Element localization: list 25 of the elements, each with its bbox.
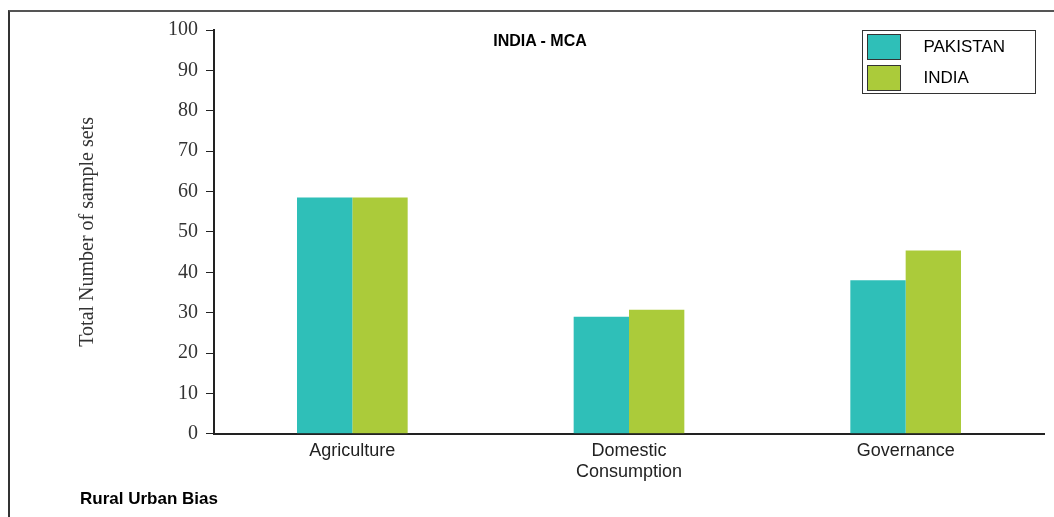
chart-title: INDIA - MCA [492, 32, 588, 50]
legend-label: INDIA [923, 67, 969, 88]
y-tick-label: 80 [178, 98, 198, 121]
y-tick-label: 40 [178, 259, 198, 282]
bar [573, 316, 629, 434]
x-tick-label: Governance [856, 439, 955, 460]
bar [352, 197, 408, 434]
bar [629, 309, 685, 434]
text: Rural Urban Bias [80, 489, 218, 509]
y-tick-label: 10 [178, 380, 198, 403]
y-tick-label: 20 [178, 340, 198, 363]
x-tick-label: Agriculture [309, 439, 396, 460]
y-tick-label: 0 [188, 421, 198, 444]
bar [850, 280, 906, 434]
y-tick-label: 70 [178, 138, 198, 161]
x-tick-label: Domestic Consumption [575, 439, 683, 482]
y-tick-label: 90 [178, 57, 198, 80]
y-tick-label: 50 [178, 219, 198, 242]
y-tick-label: 30 [178, 299, 198, 322]
legend-label: PAKISTAN [923, 36, 1005, 57]
bar [905, 250, 961, 434]
y-tick-label: 100 [168, 17, 198, 40]
bar [297, 197, 353, 434]
y-tick-label: 60 [178, 178, 198, 201]
y-axis-title: Total Number of sample sets [75, 116, 99, 347]
